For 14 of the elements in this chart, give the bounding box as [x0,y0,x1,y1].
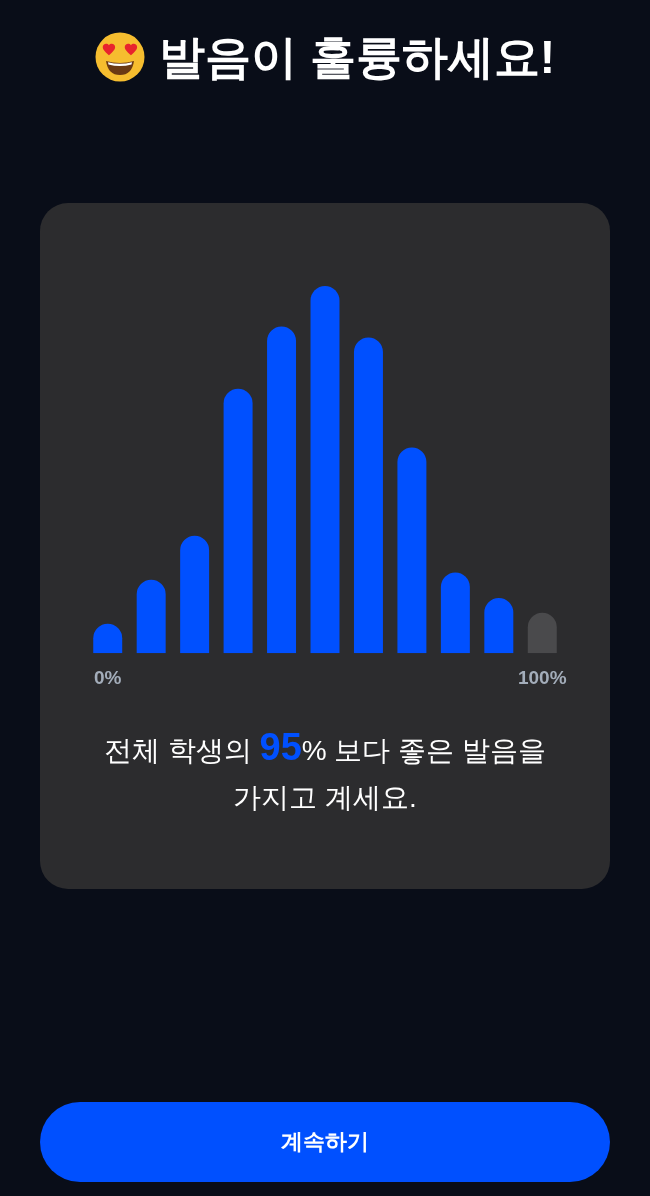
bar [440,572,470,654]
x-tick-label: 100% [517,666,567,688]
bar [397,447,427,654]
bar [353,337,383,654]
bar [136,579,166,654]
bar [267,326,297,654]
x-tick-label: 0% [93,666,122,688]
bar [484,598,514,654]
text: 전체 학생의 95% 보다 좋은 발음을 가지고 계세요. [102,725,548,815]
bar [180,535,210,654]
continue-button[interactable]: 계속하기 [40,1102,610,1182]
bar [223,388,253,654]
chart-title: 발음이 훌륭하세요! [158,30,556,85]
bar [310,286,340,654]
